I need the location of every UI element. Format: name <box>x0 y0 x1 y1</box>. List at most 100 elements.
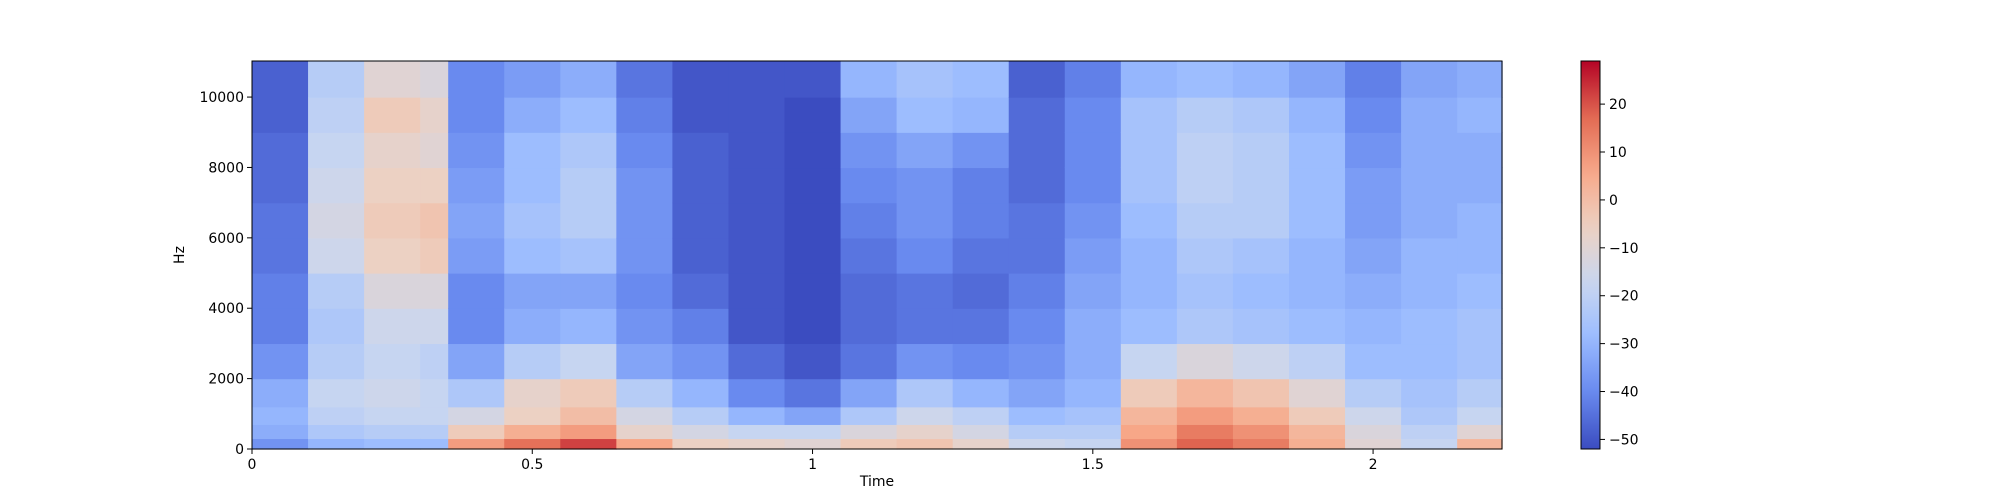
heatmap-cell <box>672 167 730 204</box>
heatmap-cell <box>840 273 898 309</box>
heatmap-cell <box>504 438 561 450</box>
heatmap-cell <box>952 406 1010 425</box>
heatmap-cell <box>364 202 421 239</box>
heatmap-cell <box>560 97 617 133</box>
heatmap-cell <box>952 202 1010 239</box>
colorbar-tick-label: 0 <box>1609 193 1618 209</box>
heatmap-cell <box>896 273 954 309</box>
heatmap-cell <box>504 308 561 345</box>
heatmap-cell <box>840 343 898 380</box>
heatmap-cell <box>784 406 842 425</box>
heatmap-cell <box>308 97 365 133</box>
heatmap-cell <box>784 132 842 169</box>
heatmap-cell <box>616 167 673 204</box>
y-axis-label: Hz <box>172 246 188 264</box>
heatmap-cell <box>672 61 730 98</box>
heatmap-cell <box>560 132 617 169</box>
heatmap-cell <box>1345 406 1402 425</box>
heatmap-cell <box>1345 61 1402 98</box>
heatmap-cell <box>784 97 842 133</box>
heatmap-cell <box>504 132 561 169</box>
heatmap-cell <box>308 438 365 450</box>
heatmap-cell <box>1120 378 1178 408</box>
heatmap-cell <box>1232 424 1290 440</box>
colorbar-tick-label: −40 <box>1609 385 1639 401</box>
heatmap-cell <box>364 378 421 408</box>
y-tick-label: 0 <box>235 442 244 458</box>
heatmap-cell <box>672 202 730 239</box>
heatmap-cell <box>308 167 365 204</box>
heatmap-cell <box>1120 343 1178 380</box>
heatmap-cell <box>952 167 1010 204</box>
heatmap-cell <box>1345 424 1402 440</box>
colorbar-ticks: 20 10 0 −10 −20 −30 −40 −50 <box>1600 97 1639 448</box>
heatmap-cell <box>1232 237 1290 274</box>
heatmap-cell <box>420 343 449 380</box>
heatmap-cell <box>448 273 505 309</box>
heatmap-cell <box>448 343 505 380</box>
heatmap-cell <box>1120 202 1178 239</box>
heatmap-cell <box>1064 438 1122 450</box>
heatmap-cell <box>1064 308 1122 345</box>
heatmap-cell <box>1289 273 1346 309</box>
heatmap-cell <box>728 406 786 425</box>
heatmap-cell <box>1232 406 1290 425</box>
heatmap-cell <box>560 237 617 274</box>
heatmap-cell <box>252 132 309 169</box>
heatmap-cell <box>672 308 730 345</box>
heatmap-cell <box>1457 273 1503 309</box>
heatmap-cell <box>420 167 449 204</box>
heatmap-cell <box>1401 132 1458 169</box>
heatmap-cell <box>252 438 309 450</box>
heatmap-cell <box>560 424 617 440</box>
heatmap-cell <box>1064 97 1122 133</box>
heatmap-cell <box>728 378 786 408</box>
heatmap-cell <box>504 97 561 133</box>
heatmap-cell <box>1064 167 1122 204</box>
heatmap-cell <box>308 237 365 274</box>
heatmap-cell <box>560 438 617 450</box>
heatmap-cell <box>308 61 365 98</box>
heatmap-cell <box>1401 97 1458 133</box>
heatmap-cell <box>1120 308 1178 345</box>
heatmap-cell <box>308 273 365 309</box>
heatmap-cell <box>1064 406 1122 425</box>
heatmap-cell <box>308 378 365 408</box>
heatmap-cell <box>616 378 673 408</box>
heatmap-cell <box>952 343 1010 380</box>
heatmap-cell <box>1176 61 1234 98</box>
heatmap-cell <box>1064 343 1122 380</box>
heatmap-cell <box>448 202 505 239</box>
heatmap-cell <box>952 61 1010 98</box>
heatmap-cell <box>1401 61 1458 98</box>
heatmap-cell <box>308 406 365 425</box>
heatmap-cell <box>1120 132 1178 169</box>
heatmap-cell <box>1064 237 1122 274</box>
heatmap-cell <box>1457 97 1503 133</box>
x-tick-label: 0 <box>248 457 257 473</box>
heatmap-cell <box>1176 438 1234 450</box>
heatmap-cell <box>420 378 449 408</box>
heatmap-cell <box>728 61 786 98</box>
heatmap-cell <box>896 237 954 274</box>
heatmap-cell <box>308 343 365 380</box>
heatmap-cell <box>952 132 1010 169</box>
heatmap-cell <box>448 61 505 98</box>
heatmap-cell <box>504 237 561 274</box>
heatmap-cell <box>952 424 1010 440</box>
heatmap-cell <box>672 406 730 425</box>
heatmap-cell <box>1064 61 1122 98</box>
heatmap-cell <box>840 202 898 239</box>
heatmap-cell <box>252 202 309 239</box>
heatmap-cell <box>784 237 842 274</box>
heatmap-cell <box>1457 378 1503 408</box>
heatmap-cell <box>420 61 449 98</box>
heatmap-cell <box>1345 308 1402 345</box>
heatmap-cell <box>1176 97 1234 133</box>
y-tick-label: 8000 <box>208 160 244 176</box>
heatmap-cell <box>1457 438 1503 450</box>
heatmap-cell <box>784 343 842 380</box>
heatmap-cell <box>364 308 421 345</box>
heatmap-cell <box>1176 424 1234 440</box>
